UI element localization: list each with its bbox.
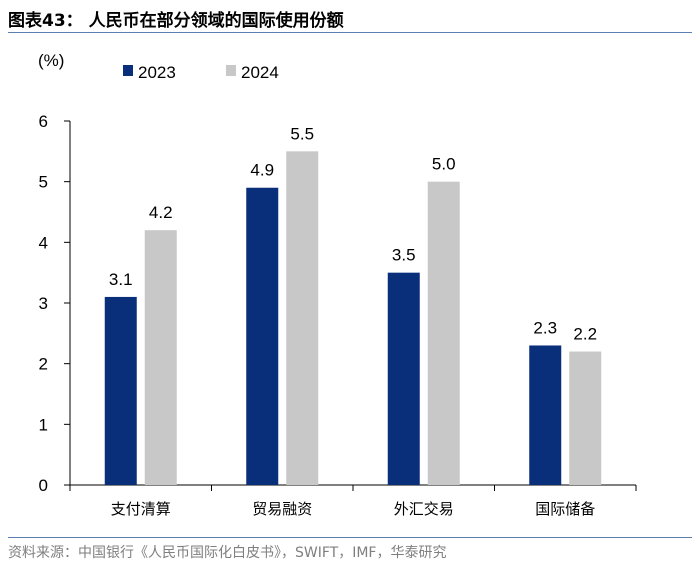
y-tick-label: 3 (39, 294, 48, 313)
y-tick-label: 0 (39, 476, 48, 495)
y-tick-label: 6 (39, 112, 48, 131)
bar-2024 (144, 230, 177, 485)
bar-2023 (529, 345, 562, 485)
data-label-2024: 5.0 (432, 155, 456, 174)
source-note: 资料来源：中国银行《人民币国际化白皮书》，SWIFT，IMF，华泰研究 (8, 545, 447, 561)
bars (104, 151, 602, 486)
data-label-2024: 2.2 (573, 325, 597, 344)
legend-swatch-2023 (123, 65, 133, 76)
data-label-2023: 3.1 (109, 270, 133, 289)
legend-swatch-2024 (226, 65, 236, 76)
category-label: 贸易融资 (252, 500, 312, 518)
data-label-2023: 2.3 (533, 318, 557, 337)
bar-chart: (%) 2023 2024 0 1 2 3 4 5 6 3.1 4.2 4.9 5.5 3.5 5.0… (38, 51, 637, 518)
data-labels: 3.1 4.2 4.9 5.5 3.5 5.0 2.3 2.2 (109, 124, 597, 343)
y-tick-label: 2 (39, 355, 48, 374)
category-label: 支付清算 (111, 500, 171, 518)
legend-label-2024: 2024 (241, 63, 279, 82)
category-labels: 支付清算 贸易融资 外汇交易 国际储备 (111, 500, 596, 518)
bar-2023 (246, 187, 279, 485)
figure-title: 图表43： 人民币在部分领域的国际使用份额 (8, 11, 344, 31)
bar-2024 (427, 181, 460, 485)
title-rule (8, 32, 692, 33)
y-tick-label: 1 (39, 415, 48, 434)
bar-2023 (104, 296, 137, 485)
data-label-2023: 3.5 (392, 246, 416, 265)
y-axis-ticks: 0 1 2 3 4 5 6 (39, 112, 70, 495)
legend-label-2023: 2023 (138, 63, 176, 82)
category-label: 外汇交易 (394, 500, 454, 518)
bar-2023 (387, 272, 420, 485)
bar-2024 (569, 351, 602, 485)
legend: 2023 2024 (123, 63, 279, 82)
bar-2024 (286, 151, 319, 486)
category-label: 国际储备 (535, 500, 595, 518)
source-rule (8, 537, 692, 538)
data-label-2024: 4.2 (149, 203, 173, 222)
data-label-2024: 5.5 (290, 124, 314, 143)
data-label-2023: 4.9 (250, 161, 274, 180)
y-unit-label: (%) (38, 51, 64, 70)
y-tick-label: 4 (39, 233, 48, 252)
y-tick-label: 5 (39, 173, 48, 192)
